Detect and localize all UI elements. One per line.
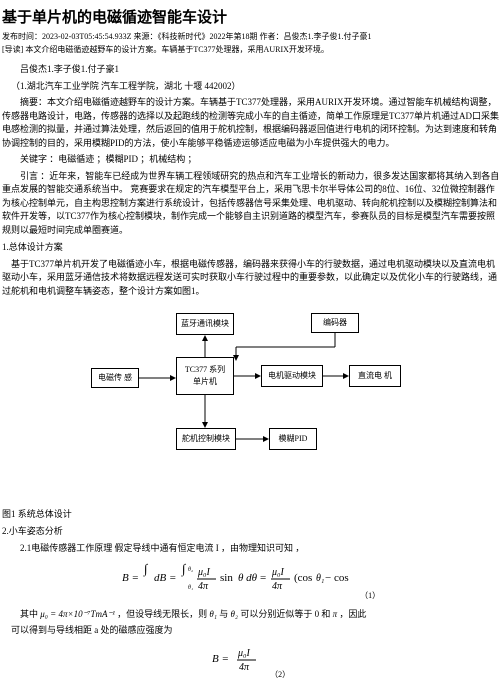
box-motor-drv: 电机驱动模块 — [261, 365, 323, 387]
para-corollary: 可以得到与导线相距 a 处的磁感应强度为 — [2, 624, 500, 638]
svg-text:sin: sin — [220, 572, 233, 584]
svg-text:θ₂: θ₂ — [188, 567, 193, 573]
para-keywords: 关键字 ：电磁循迹 ；模糊PID ；机械结构 ； — [2, 153, 500, 167]
para-after-f1: 其中 μ₀ = 4π×10⁻⁷TmA⁻¹ ，但设导线无限长，则 θ₁ 与 θ₂ … — [2, 608, 500, 622]
formula-2-num: （2） — [270, 670, 290, 679]
box-mcu: TC377 系列 单片机 — [176, 357, 234, 395]
box-encoder: 编码器 — [311, 313, 359, 333]
svg-text:μ₀I: μ₀I — [197, 567, 210, 578]
svg-text:(cos: (cos — [294, 572, 312, 584]
author: 吕俊杰1.李子俊1.付子豪1 — [284, 32, 372, 41]
meta-line: 发布时间：2023-02-03T05:45:54.933Z 来源：《科技新时代》… — [0, 31, 502, 44]
diagram-canvas: 蓝牙通讯模块 编码器 电磁传 感 TC377 系列 单片机 电机驱动模块 直流电… — [91, 313, 411, 463]
abstract-line: [导读] 本文介绍电磁循迹越野车的设计方案。车辆基于TC377处理器，采用AUR… — [0, 44, 502, 63]
svg-text:dB =: dB = — [154, 572, 176, 584]
formula-2-svg: B = μ₀I 4π — [212, 644, 262, 674]
sec1-title: 1.总体设计方案 — [2, 241, 500, 255]
para-sec1: 基于TC377单片机开发了电磁循迹小车，根据电磁传感器，编码器来获得小车的行驶数… — [2, 258, 500, 299]
box-em-sensor: 电磁传 感 — [91, 368, 139, 388]
para-abstract: 摘要：本文介绍电磁循迹越野车的设计方案。车辆基于TC377处理器，采用AURIX… — [2, 96, 500, 150]
svg-text:=: = — [260, 572, 266, 584]
source: 《科技新时代》2022年第18期 — [158, 32, 258, 41]
svg-text:∫: ∫ — [143, 561, 149, 577]
para-intro: 引言 ：近年来，智能车已经成为世界车辆工程领域研究的热点和汽车工业增长的新动力，… — [2, 170, 500, 238]
formula-1-svg: B = ∫ dB = ∫ θ₂ θ₁ μ₀I 4π sin θ dθ = μ₀I… — [122, 561, 352, 595]
formula-1-num: （1） — [360, 591, 380, 600]
box-pid: 模糊PID — [269, 428, 317, 450]
box-dc-motor: 直流电 机 — [349, 365, 401, 387]
sec2-1-title: 2.1电磁传感器工作原理 假定导线中通有恒定电流 I ，由物理知识可知 ， — [2, 542, 500, 556]
formula-1: B = ∫ dB = ∫ θ₂ θ₁ μ₀I 4π sin θ dθ = μ₀I… — [2, 561, 500, 602]
author-label: 作者： — [258, 32, 284, 41]
pi-sym: π — [333, 609, 338, 619]
svg-text:4π: 4π — [198, 581, 209, 592]
txt-a: 其中 — [20, 609, 40, 619]
abstract-label: [导读] — [2, 45, 23, 54]
affiliation: （1.湖北汽车工业学院 汽车工程学院，湖北 十堰 442002） — [2, 80, 500, 94]
sec2-title: 2.小车姿态分析 — [2, 525, 500, 539]
svg-text:μ₀I: μ₀I — [271, 567, 284, 578]
source-label: 来源： — [132, 32, 158, 41]
figure-1: 蓝牙通讯模块 编码器 电磁传 感 TC377 系列 单片机 电机驱动模块 直流电… — [2, 313, 500, 468]
fig1-caption: 图1 系统总体设计 — [2, 508, 500, 522]
pubtime: 2023-02-03T05:45:54.933Z — [42, 32, 132, 41]
theta1: θ₁ — [209, 609, 217, 619]
svg-text:B =: B = — [212, 653, 229, 665]
svg-text:θ dθ: θ dθ — [238, 572, 258, 584]
mu0-expr: μ₀ = 4π×10⁻⁷TmA⁻¹ — [40, 609, 115, 619]
theta2: θ₂ — [231, 609, 239, 619]
svg-text:θ₁: θ₁ — [316, 573, 324, 584]
abstract-text: 本文介绍电磁循迹越野车的设计方案。车辆基于TC377处理器，采用AURIX开发环… — [23, 45, 329, 54]
box-bt-comm: 蓝牙通讯模块 — [176, 313, 234, 335]
svg-text:∫: ∫ — [181, 561, 187, 577]
pubtime-label: 发布时间： — [2, 32, 42, 41]
svg-text:4π: 4π — [239, 662, 250, 673]
svg-text:− cos: − cos — [325, 572, 349, 584]
authors-line: 吕俊杰1.李子俊1.付子豪1 — [2, 63, 500, 77]
formula-2: B = μ₀I 4π （2） — [2, 644, 500, 681]
diagram-arrows — [91, 313, 411, 463]
txt-end: ，因此 — [339, 609, 366, 619]
page-title: 基于单片机的电磁循迹智能车设计 — [0, 0, 502, 31]
svg-text:B =: B = — [122, 572, 139, 584]
box-servo: 舵机控制模块 — [176, 428, 236, 450]
svg-text:μ₀I: μ₀I — [237, 648, 250, 659]
svg-text:θ₁: θ₁ — [188, 585, 193, 591]
txt-mid2: 与 — [219, 609, 228, 619]
txt-mid: ，但设导线无限长，则 — [115, 609, 207, 619]
svg-text:4π: 4π — [272, 581, 283, 592]
txt-mid3: 可以分别近似等于 0 和 — [240, 609, 330, 619]
